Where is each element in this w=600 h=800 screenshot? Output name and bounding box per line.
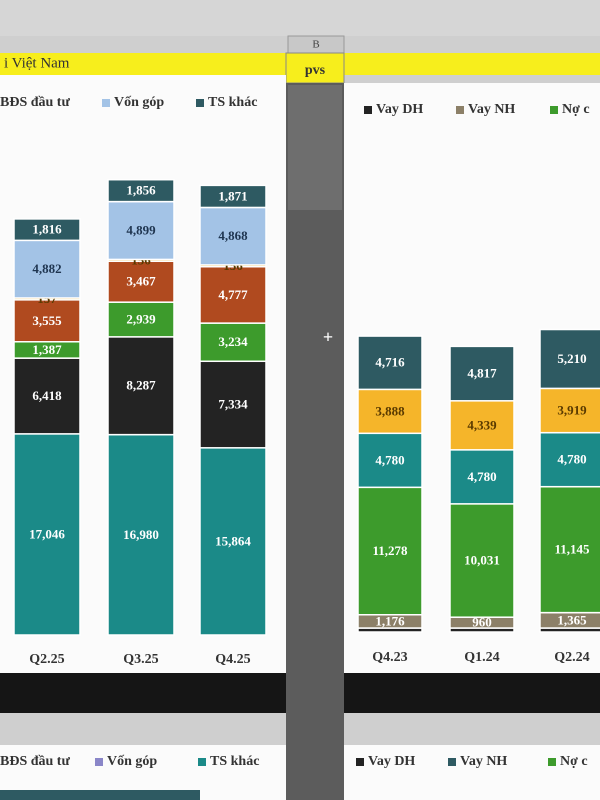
data-label: 1,365: [557, 612, 587, 627]
legend-marker: [196, 99, 204, 107]
data-label: 8,287: [126, 378, 156, 393]
bar-segment: [107, 260, 175, 303]
legend-marker: [550, 106, 558, 114]
data-label: 4,339: [467, 417, 497, 432]
data-label: 4,868: [218, 228, 248, 243]
bar-segment: [357, 388, 423, 435]
data-label: 3,234: [218, 334, 248, 349]
bar-segment: [449, 345, 515, 402]
data-label: 11,145: [554, 542, 590, 557]
legend-label: Vay NH: [468, 102, 515, 117]
legend-label: Nợ c: [560, 754, 588, 769]
legend-label: BĐS đầu tư: [0, 95, 70, 110]
data-label: 4,817: [467, 366, 497, 381]
data-label: 4,899: [126, 222, 156, 237]
legend-marker: [356, 758, 364, 766]
data-label: 1,816: [32, 222, 62, 237]
legend-label: Vốn góp: [114, 95, 164, 110]
legend-marker: [102, 99, 110, 107]
bar-segment: [449, 503, 515, 618]
data-label: 17,046: [29, 526, 65, 541]
bar-segment: [107, 178, 175, 203]
x-tick-label: Q2.25: [29, 652, 64, 667]
data-label: 4,882: [32, 261, 61, 276]
x-tick-label: Q1.24: [464, 650, 499, 665]
dark-band-left: [0, 673, 286, 713]
data-label: 15,864: [215, 533, 251, 548]
bar-segment: [357, 486, 423, 616]
bar-segment: [539, 328, 600, 390]
legend-marker: [448, 758, 456, 766]
legend-marker: [95, 758, 103, 766]
legend-label: TS khác: [210, 754, 259, 769]
legend-label: Nợ c: [562, 102, 590, 117]
legend-marker: [198, 758, 206, 766]
left-axis-area: [0, 645, 286, 673]
gap-column-shade: [288, 85, 342, 210]
data-label: 1,176: [375, 613, 405, 628]
column-letter: B: [312, 39, 319, 51]
bar-segment: [13, 299, 81, 343]
bar-segment: [107, 301, 175, 338]
legend-label: Vay DH: [376, 102, 423, 117]
bar-segment: [357, 335, 423, 391]
data-label: 5,210: [557, 351, 586, 366]
data-label: 4,780: [467, 469, 496, 484]
bar-segment: [199, 265, 267, 324]
data-label: 960: [472, 615, 492, 630]
bar-segment: [539, 431, 600, 488]
data-label: 10,031: [464, 553, 500, 568]
bar-segment: [107, 200, 175, 261]
data-label: 1,856: [126, 183, 156, 198]
bar-segment: [107, 433, 175, 636]
legend-label: TS khác: [208, 95, 257, 110]
legend-marker: [548, 758, 556, 766]
legend-label: BĐS đầu tư: [0, 754, 70, 769]
x-tick-label: Q4.23: [372, 650, 407, 665]
lower-right-chart: [344, 745, 600, 800]
data-label: 2,939: [126, 311, 156, 326]
data-label: 4,780: [557, 452, 586, 467]
bar-segment: [357, 432, 423, 489]
bar-segment: [13, 433, 81, 636]
lower-left-bar: [0, 790, 200, 800]
data-label: 4,716: [375, 355, 405, 370]
bar-segment: [107, 336, 175, 436]
data-label: 3,555: [32, 313, 62, 328]
data-label: 3,919: [557, 403, 587, 418]
bar-segment: [13, 239, 81, 299]
cell-pvs[interactable]: [285, 52, 345, 84]
cell-text: pvs: [305, 63, 326, 78]
data-label: 16,980: [123, 527, 159, 542]
legend-marker: [364, 106, 372, 114]
bar-segment: [13, 218, 81, 242]
legend-label: Vay DH: [368, 754, 415, 769]
data-label: 4,777: [218, 287, 248, 302]
legend-label: Vay NH: [460, 754, 507, 769]
x-tick-label: Q2.24: [554, 650, 589, 665]
data-label: 1,387: [32, 342, 62, 357]
background-top: [0, 0, 600, 36]
right-axis-area: [344, 643, 600, 673]
data-label: 4,780: [375, 452, 404, 467]
data-label: 3,467: [126, 274, 156, 289]
dark-band-right: [344, 673, 600, 713]
cursor: +: [323, 327, 333, 347]
data-label: 1,871: [218, 188, 247, 203]
legend-marker: [456, 106, 464, 114]
legend-label: Vốn góp: [107, 754, 157, 769]
x-tick-label: Q3.25: [123, 652, 158, 667]
bar-segment: [199, 447, 267, 636]
x-tick-label: Q4.25: [215, 652, 250, 667]
bar-segment: [199, 184, 267, 209]
data-label: 3,888: [375, 403, 405, 418]
bar-segment: [199, 322, 267, 363]
data-label: 6,418: [32, 388, 62, 403]
data-label: 11,278: [372, 543, 408, 558]
bar-segment: [199, 360, 267, 449]
data-label: 7,334: [218, 397, 248, 412]
sheet-title: i Việt Nam: [4, 55, 70, 71]
